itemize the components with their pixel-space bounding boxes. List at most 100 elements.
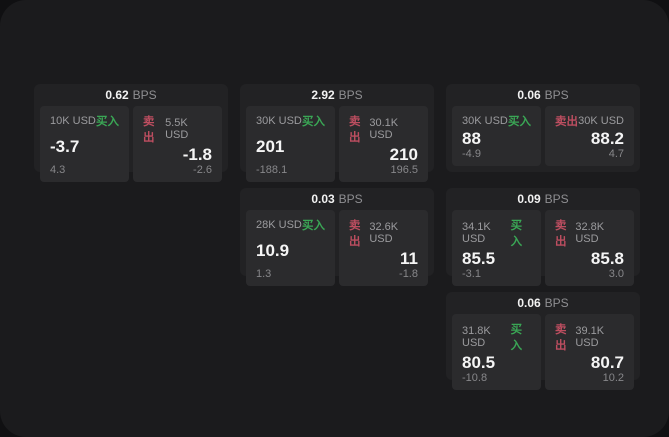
quote-card: 0.06 BPS 30K USD 买入 88 -4.9 卖出 30K USD 8… [446,84,640,172]
buy-panel[interactable]: 28K USD 买入 10.9 1.3 [246,210,335,286]
sell-tag: 卖出 [349,116,361,144]
sell-delta: 3.0 [608,268,624,280]
sell-price: 11 [400,249,418,268]
bps-value: 0.06 [517,296,541,310]
bps-unit-label: BPS [338,88,363,102]
sell-price: -1.8 [182,145,212,164]
quote-cards-grid: 0.62 BPS 10K USD 买入 -3.7 4.3 卖出 5.5K USD… [34,84,640,390]
bps-unit-label: BPS [338,192,363,206]
card-body: 31.8K USD 买入 80.5 -10.8 卖出 39.1K USD 80.… [452,314,634,390]
buy-delta: -3.1 [462,268,481,280]
buy-tag: 买入 [96,116,119,128]
quote-card: 0.06 BPS 31.8K USD 买入 80.5 -10.8 卖出 39.1… [446,292,640,390]
buy-tag: 买入 [510,324,523,352]
sell-top-row: 卖出 32.6K USD [349,217,418,249]
card-header: 2.92 BPS [246,84,428,106]
buy-panel[interactable]: 31.8K USD 买入 80.5 -10.8 [452,314,541,390]
buy-top-row: 28K USD 买入 [256,217,325,233]
buy-delta: -10.8 [462,372,488,384]
buy-price: 88 [462,129,481,148]
buy-amount: 30K USD [256,115,302,127]
buy-price: 201 [256,137,285,156]
sell-tag: 卖出 [555,324,567,352]
card-body: 30K USD 买入 88 -4.9 卖出 30K USD 88.2 4.7 [452,106,634,166]
bps-unit-label: BPS [544,88,569,102]
sell-tag: 卖出 [349,220,361,248]
card-body: 10K USD 买入 -3.7 4.3 卖出 5.5K USD -1.8 -2.… [40,106,222,182]
buy-panel[interactable]: 10K USD 买入 -3.7 4.3 [40,106,129,182]
buy-tag: 买入 [302,220,325,232]
buy-top-row: 30K USD 买入 [462,113,531,129]
buy-amount: 30K USD [462,115,508,127]
buy-top-row: 30K USD 买入 [256,113,325,129]
buy-top-row: 10K USD 买入 [50,113,119,129]
sell-amount: 39.1K USD [575,325,605,349]
card-header: 0.06 BPS [452,292,634,314]
card-body: 30K USD 买入 201 -188.1 卖出 30.1K USD 210 1… [246,106,428,182]
sell-top-row: 卖出 30K USD [555,113,624,129]
bps-value: 0.03 [311,192,335,206]
bps-value: 0.62 [105,88,129,102]
sell-panel[interactable]: 卖出 39.1K USD 80.7 10.2 [545,314,634,390]
bps-unit-label: BPS [132,88,157,102]
bps-value: 0.09 [517,192,541,206]
sell-top-row: 卖出 32.8K USD [555,217,624,249]
sell-tag: 卖出 [555,220,567,248]
card-header: 0.03 BPS [246,188,428,210]
sell-price: 210 [389,145,418,164]
buy-panel[interactable]: 30K USD 买入 88 -4.9 [452,106,541,166]
buy-tag: 买入 [508,116,531,128]
sell-delta: -2.6 [193,164,212,176]
card-body: 34.1K USD 买入 85.5 -3.1 卖出 32.8K USD 85.8… [452,210,634,286]
sell-price: 88.2 [590,129,624,148]
buy-delta: -188.1 [256,164,288,176]
quote-card: 0.09 BPS 34.1K USD 买入 85.5 -3.1 卖出 32.8K… [446,188,640,286]
sell-delta: 4.7 [608,148,624,160]
buy-top-row: 31.8K USD 买入 [462,321,531,353]
sell-price: 85.8 [590,249,624,268]
bps-value: 2.92 [311,88,335,102]
buy-delta: 1.3 [256,268,272,280]
quote-card: 0.03 BPS 28K USD 买入 10.9 1.3 卖出 32.6K US… [240,188,434,286]
buy-panel[interactable]: 30K USD 买入 201 -188.1 [246,106,335,182]
bps-unit-label: BPS [544,192,569,206]
buy-price: 85.5 [462,249,496,268]
buy-amount: 34.1K USD [462,221,491,245]
card-header: 0.09 BPS [452,188,634,210]
buy-amount: 28K USD [256,219,302,231]
sell-panel[interactable]: 卖出 30.1K USD 210 196.5 [339,106,428,182]
sell-panel[interactable]: 卖出 30K USD 88.2 4.7 [545,106,634,166]
sell-top-row: 卖出 39.1K USD [555,321,624,353]
sell-panel[interactable]: 卖出 32.6K USD 11 -1.8 [339,210,428,286]
sell-amount: 30.1K USD [369,117,399,141]
quote-card: 2.92 BPS 30K USD 买入 201 -188.1 卖出 30.1K … [240,84,434,182]
buy-tag: 买入 [510,220,523,248]
buy-tag: 买入 [302,116,325,128]
buy-delta: 4.3 [50,164,66,176]
sell-top-row: 卖出 5.5K USD [143,113,212,145]
sell-amount: 5.5K USD [165,117,189,141]
sell-price: 80.7 [590,353,624,372]
buy-price: -3.7 [50,137,80,156]
buy-panel[interactable]: 34.1K USD 买入 85.5 -3.1 [452,210,541,286]
buy-amount: 31.8K USD [462,325,491,349]
sell-delta: 196.5 [390,164,418,176]
sell-tag: 卖出 [143,116,155,144]
bps-unit-label: BPS [544,296,569,310]
card-header: 0.62 BPS [40,84,222,106]
buy-amount: 10K USD [50,115,96,127]
quote-card: 0.62 BPS 10K USD 买入 -3.7 4.3 卖出 5.5K USD… [34,84,228,182]
sell-tag: 卖出 [555,116,578,128]
buy-price: 10.9 [256,241,290,260]
sell-panel[interactable]: 卖出 5.5K USD -1.8 -2.6 [133,106,222,182]
buy-top-row: 34.1K USD 买入 [462,217,531,249]
buy-delta: -4.9 [462,148,481,160]
sell-amount: 32.6K USD [369,221,399,245]
sell-delta: 10.2 [602,372,624,384]
card-header: 0.06 BPS [452,84,634,106]
sell-panel[interactable]: 卖出 32.8K USD 85.8 3.0 [545,210,634,286]
sell-top-row: 卖出 30.1K USD [349,113,418,145]
buy-price: 80.5 [462,353,496,372]
sell-amount: 30K USD [578,115,624,127]
